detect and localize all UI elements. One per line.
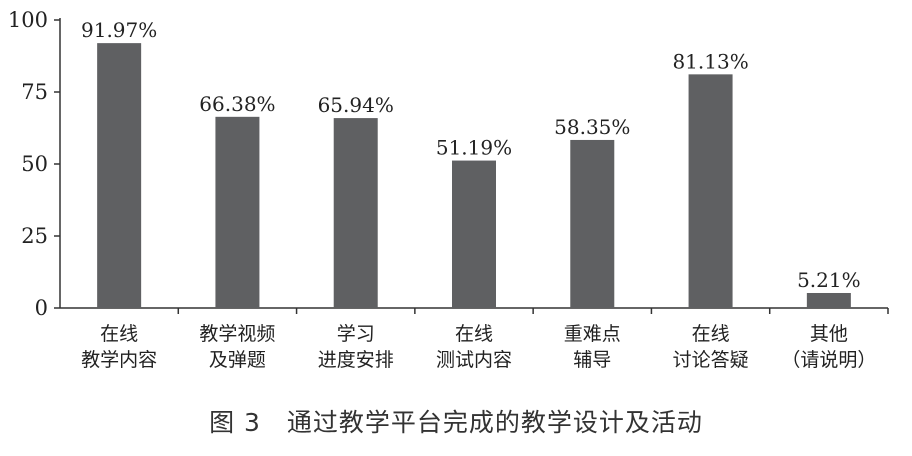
x-category-label: 其他（请说明） <box>781 323 876 371</box>
data-label: 66.38% <box>199 92 275 116</box>
data-label: 81.13% <box>672 49 748 73</box>
data-label: 51.19% <box>436 136 512 160</box>
bar <box>215 116 260 309</box>
bar <box>688 74 733 308</box>
bars: 91.97% 66.38% 65.94% 51.19% 58.35% 81.13% 5.21… <box>81 18 861 309</box>
x-category-label: 重难点辅导 <box>564 323 621 371</box>
data-label: 58.35% <box>554 115 630 139</box>
data-label: 5.21% <box>797 268 861 292</box>
bar <box>333 118 378 308</box>
y-axis: 0 25 50 75 100 <box>8 8 889 320</box>
y-tick-label: 100 <box>8 8 48 32</box>
data-label: 65.94% <box>318 93 394 117</box>
bar <box>570 139 615 308</box>
bar-chart: 0 25 50 75 100 91.97% 66.38% 65.94% 51.19% 58.35… <box>8 8 889 371</box>
y-tick-label: 75 <box>21 80 48 104</box>
bar <box>97 43 142 308</box>
x-category-label: 教学视频及弹题 <box>199 323 275 371</box>
y-tick-label: 50 <box>21 152 48 176</box>
x-category-label: 在线讨论答疑 <box>673 323 749 371</box>
x-category-label: 在线教学内容 <box>81 323 157 371</box>
bar <box>806 292 851 308</box>
y-tick-label: 25 <box>21 224 48 248</box>
x-category-label: 学习进度安排 <box>318 323 394 371</box>
y-tick-label: 0 <box>35 296 48 320</box>
bar <box>452 160 496 308</box>
figure-caption: 图 3 通过教学平台完成的教学设计及活动 <box>209 408 703 437</box>
x-category-label: 在线测试内容 <box>436 323 512 371</box>
data-label: 91.97% <box>81 18 157 42</box>
